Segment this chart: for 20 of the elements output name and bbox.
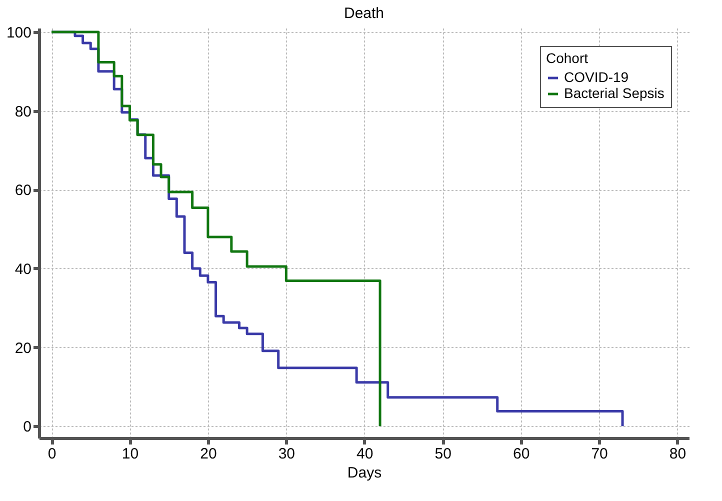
chart-title: Death [344,4,384,22]
x-tick-label: 10 [122,446,139,462]
x-tick-label: 40 [356,446,374,462]
x-tick-label: 20 [200,446,217,462]
legend-label: COVID-19 [564,69,629,85]
y-tick-label: 0 [23,418,32,436]
y-tick-label: 100 [6,24,32,42]
legend-title: Cohort [546,50,588,66]
x-tick-label: 70 [591,446,608,462]
x-tick-label: 60 [512,446,530,462]
x-tick-label: 50 [434,446,452,462]
x-tick-label: 0 [48,446,56,462]
x-tick-label: 80 [669,446,686,462]
x-tick-label: 30 [278,446,296,462]
legend-label: Bacterial Sepsis [564,85,664,101]
x-axis-title: Days [347,464,382,482]
y-tick-label: 20 [14,340,32,357]
y-tick-label: 60 [14,182,32,200]
y-tick-label: 40 [14,260,32,278]
y-tick-label: 80 [14,103,32,120]
